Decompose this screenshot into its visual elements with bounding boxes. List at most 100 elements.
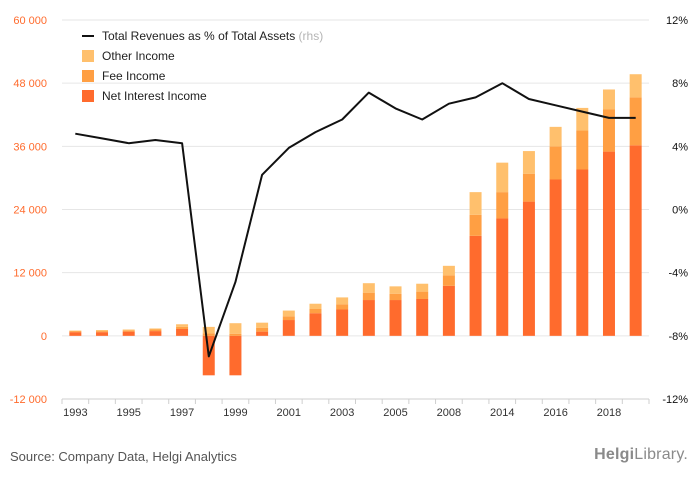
bar-other [469,192,482,215]
bar-net-interest [416,298,429,336]
y-left-tick-label: 36 000 [13,141,47,153]
bar-other [629,74,642,98]
bar-other [69,330,82,332]
bar-net-interest [122,331,135,336]
y-right-tick-label: 0% [672,205,688,217]
y-right-tick-label: -8% [668,331,688,343]
bar-net-interest [389,300,402,336]
y-left-tick-label: 12 000 [13,268,47,280]
y-left-tick-label: 48 000 [13,78,47,90]
bar-other [362,283,375,293]
bar-other [549,126,562,147]
bar-fee [496,192,509,219]
bar-net-interest [549,179,562,336]
y-right-tick-label: -4% [668,268,688,280]
revenue-ratio-line [75,82,636,358]
source-note: Source: Company Data, Helgi Analytics [10,449,237,464]
bar-net-interest [176,328,189,336]
bar-net-interest [576,169,589,336]
bar-other [229,323,242,334]
bar-net-interest [496,218,509,336]
bar-fee [629,97,642,146]
x-tick-label: 2008 [437,407,461,419]
bar-fee [176,326,189,329]
legend-rhs-suffix: (rhs) [295,29,323,43]
bar-net-interest [229,335,242,376]
bar-fee [576,130,589,170]
bar-fee [442,275,455,286]
bar-other [202,326,215,334]
bar-fee [96,331,109,333]
x-tick-label: 1999 [223,407,247,419]
bar-net-interest [522,201,535,336]
x-tick-label: 1997 [170,407,194,419]
bar-fee [69,331,82,333]
y-left-tick-label: -12 000 [10,394,47,406]
x-tick-label: 2003 [330,407,354,419]
bar-other [496,162,509,193]
bar-other [336,297,349,305]
bar-other [522,151,535,174]
bar-net-interest [629,145,642,336]
y-left-tick-label: 24 000 [13,205,47,217]
brand-logo-bold: Helgi [594,446,635,463]
x-tick-label: 2014 [490,407,514,419]
x-tick-label: 2018 [597,407,621,419]
bar-fee [336,304,349,310]
bar-other [602,89,615,110]
bar-other [149,328,162,330]
legend-label-net-interest: Net Interest Income [102,89,207,103]
bar-net-interest [469,235,482,336]
bar-net-interest [69,332,82,336]
bar-net-interest [256,331,269,336]
bar-fee [149,329,162,332]
bar-other [416,283,429,292]
bar-fee [309,308,322,314]
bar-fee [602,109,615,152]
brand-logo-rest: Library. [634,446,688,463]
legend-swatch-fee [82,70,94,82]
bar-fee [362,292,375,301]
x-tick-label: 2016 [543,407,567,419]
legend-label-fee: Fee Income [102,69,166,83]
brand-logo: HelgiLibrary. [594,446,688,464]
y-left-tick-label: 60 000 [13,15,47,27]
bar-fee [549,146,562,180]
bar-other [122,329,135,331]
x-tick-label: 2005 [383,407,407,419]
bar-fee [522,173,535,202]
bar-other [309,303,322,309]
bar-other [96,330,109,332]
bar-fee [282,316,295,321]
bar-net-interest [336,309,349,336]
y-right-tick-label: 8% [672,78,688,90]
bar-fee [229,333,242,336]
bar-fee [202,333,215,336]
legend-swatch-net-interest [82,90,94,102]
bar-net-interest [282,320,295,336]
y-right-tick-label: -12% [662,394,688,406]
bar-net-interest [149,331,162,336]
bar-other [576,107,589,131]
bar-fee [469,214,482,236]
bar-net-interest [442,285,455,336]
bar-other [442,265,455,276]
bar-other [256,322,269,328]
bar-net-interest [602,151,615,336]
legend-label-other: Other Income [102,49,175,63]
x-tick-label: 1995 [116,407,140,419]
bar-net-interest [309,313,322,336]
x-tick-label: 1993 [63,407,87,419]
bar-fee [389,293,402,301]
legend-label-revenue-ratio: Total Revenues as % of Total Assets (rhs… [102,29,323,43]
bar-fee [416,291,429,299]
bar-other [282,310,295,317]
x-tick-label: 2001 [277,407,301,419]
bar-fee [256,327,269,332]
y-left-tick-label: 0 [41,331,47,343]
bar-fee [122,330,135,332]
y-right-tick-label: 4% [672,141,688,153]
bar-net-interest [96,332,109,336]
bar-other [389,286,402,294]
